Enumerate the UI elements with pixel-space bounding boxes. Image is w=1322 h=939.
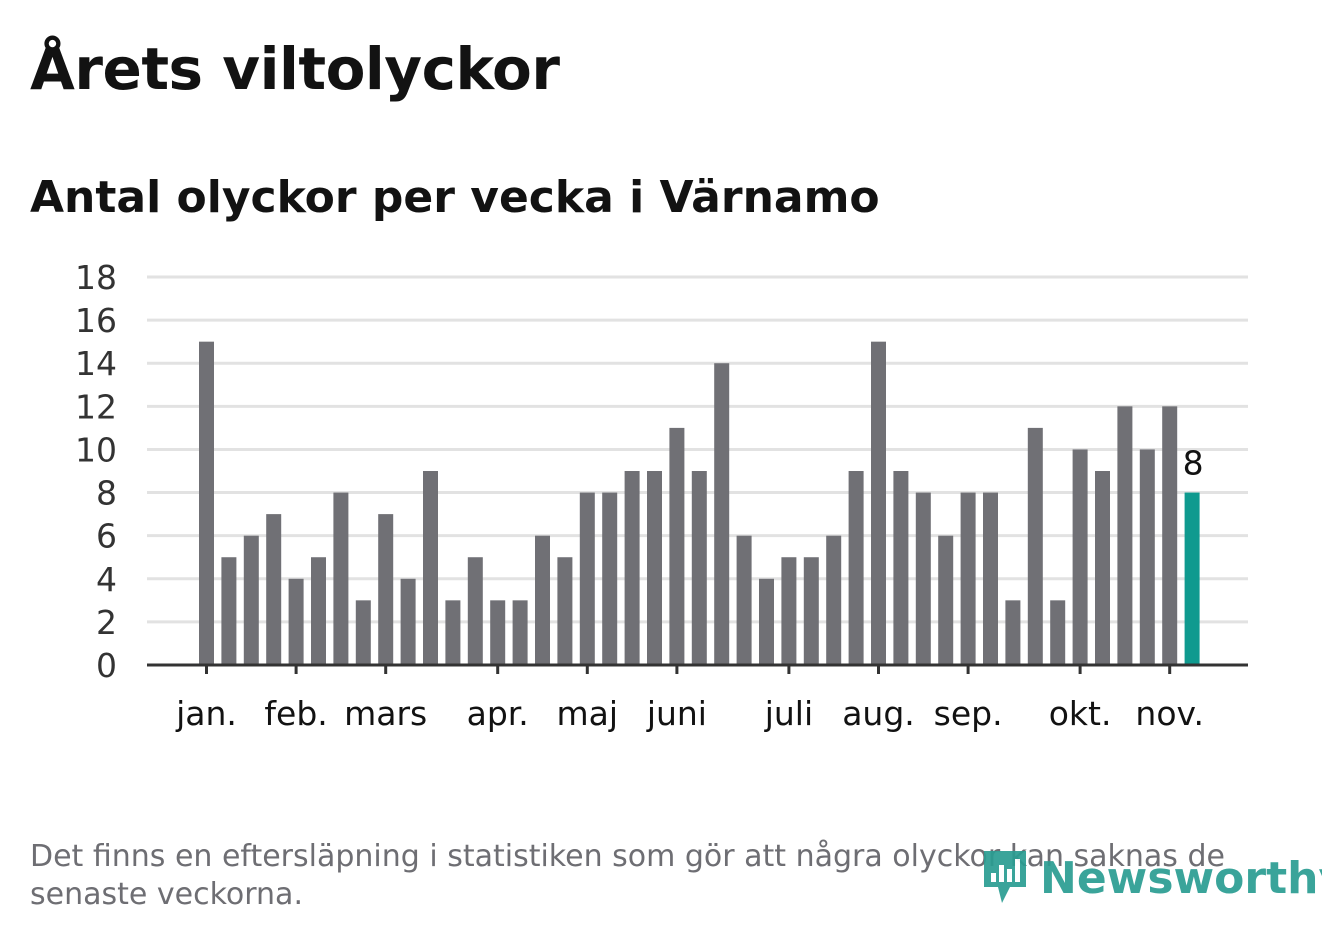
x-tick-label: juli — [764, 694, 813, 733]
bar — [1027, 427, 1043, 665]
bar — [355, 600, 371, 665]
bar — [647, 471, 662, 665]
logo-text: Newsworthy — [1040, 852, 1322, 904]
bar — [915, 492, 931, 665]
bar — [1050, 600, 1066, 665]
bar — [557, 557, 573, 665]
bars — [199, 341, 1200, 665]
bar — [288, 578, 304, 665]
bar — [400, 578, 416, 665]
bar — [960, 492, 976, 665]
bar — [1117, 406, 1133, 665]
x-tick-label: feb. — [264, 694, 327, 733]
x-tick-label: sep. — [934, 694, 1003, 733]
bar — [535, 535, 550, 665]
bar — [1162, 406, 1178, 665]
x-tick-label: apr. — [467, 694, 529, 733]
bar — [602, 492, 618, 665]
bar — [199, 341, 214, 665]
x-tick-label: mars — [344, 694, 427, 733]
y-tick-label: 16 — [75, 301, 117, 340]
y-tick-label: 8 — [96, 474, 117, 513]
bar — [736, 535, 752, 665]
bar — [1184, 492, 1200, 665]
bar — [1139, 449, 1155, 665]
x-tick-label: aug. — [842, 694, 915, 733]
bar — [490, 600, 506, 665]
y-tick-label: 12 — [75, 387, 117, 426]
y-tick-label: 2 — [96, 603, 117, 642]
bar — [938, 535, 954, 665]
x-tick-label: maj — [557, 694, 619, 733]
bar — [579, 492, 595, 665]
bar — [512, 600, 528, 665]
y-tick-label: 14 — [75, 344, 117, 383]
x-tick-label: okt. — [1049, 694, 1112, 733]
bar — [311, 557, 326, 665]
newsworthy-logo: Newsworthy — [980, 846, 1322, 910]
bar — [1005, 600, 1021, 665]
bar — [893, 471, 909, 665]
y-tick-label: 18 — [75, 258, 117, 297]
bar — [1095, 471, 1110, 665]
x-tick-label: juni — [646, 694, 707, 733]
y-tick-label: 6 — [96, 517, 117, 556]
y-tick-label: 0 — [96, 646, 117, 685]
bar — [333, 492, 349, 665]
bar — [378, 514, 394, 665]
bar — [759, 578, 774, 665]
bar — [871, 341, 886, 665]
bar — [445, 600, 461, 665]
bar — [781, 557, 797, 665]
bar — [803, 557, 819, 665]
chart-subtitle: Antal olyckor per vecka i Värnamo — [30, 172, 880, 223]
bar — [848, 471, 864, 665]
bar — [221, 557, 237, 665]
bar — [826, 535, 842, 665]
bar — [983, 492, 998, 665]
bar — [467, 557, 483, 665]
bar — [243, 535, 259, 665]
chart-title: Årets viltolyckor — [30, 35, 560, 103]
bar — [691, 471, 707, 665]
y-tick-label: 10 — [75, 430, 117, 469]
data-labels: 8 — [1183, 444, 1204, 483]
bar — [714, 363, 730, 665]
bar — [1072, 449, 1088, 665]
y-axis-ticks: 0 2 4 6 8 10 12 14 16 18 — [75, 258, 117, 685]
bar — [669, 427, 685, 665]
bar — [423, 471, 438, 665]
y-tick-label: 4 — [96, 560, 117, 599]
bar — [266, 514, 282, 665]
bar — [624, 471, 640, 665]
newsworthy-logo-icon — [984, 851, 1026, 903]
x-tick-label: jan. — [175, 694, 237, 733]
x-tick-label: nov. — [1135, 694, 1204, 733]
highlight-value-label: 8 — [1183, 444, 1204, 483]
x-axis: jan. feb. mars apr. maj juni juli aug. sep. okt. n… — [147, 663, 1248, 733]
